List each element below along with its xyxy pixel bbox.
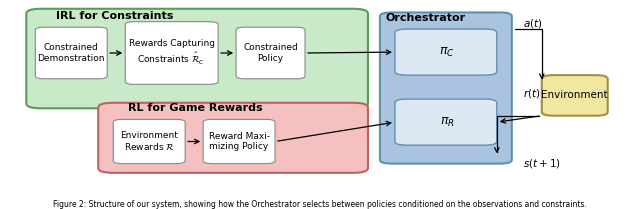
- Text: Constrained
Policy: Constrained Policy: [243, 43, 298, 63]
- Text: IRL for Constraints: IRL for Constraints: [56, 11, 173, 21]
- FancyBboxPatch shape: [203, 119, 275, 164]
- Text: $s(t+1)$: $s(t+1)$: [523, 157, 561, 170]
- FancyBboxPatch shape: [113, 119, 185, 164]
- FancyBboxPatch shape: [125, 22, 218, 84]
- Text: $a(t)$: $a(t)$: [523, 17, 542, 30]
- Text: RL for Game Rewards: RL for Game Rewards: [128, 103, 263, 113]
- FancyBboxPatch shape: [395, 99, 497, 145]
- FancyBboxPatch shape: [99, 103, 368, 173]
- Text: Environment
Rewards $\mathcal{R}$: Environment Rewards $\mathcal{R}$: [120, 131, 178, 152]
- FancyBboxPatch shape: [380, 13, 512, 164]
- Text: $\pi_R$: $\pi_R$: [440, 116, 454, 129]
- FancyBboxPatch shape: [395, 29, 497, 75]
- Text: $r(t)$: $r(t)$: [523, 87, 540, 100]
- Text: Rewards Capturing
Constraints $\hat{\mathcal{R}}_C$: Rewards Capturing Constraints $\hat{\mat…: [129, 39, 214, 67]
- FancyBboxPatch shape: [541, 75, 608, 116]
- Text: Orchestrator: Orchestrator: [386, 13, 466, 23]
- Text: Environment: Environment: [541, 90, 608, 100]
- Text: Figure 2: Structure of our system, showing how the Orchestrator selects between : Figure 2: Structure of our system, showi…: [53, 200, 587, 209]
- Text: $\pi_C$: $\pi_C$: [439, 46, 455, 59]
- Text: Constrained
Demonstration: Constrained Demonstration: [38, 43, 105, 63]
- FancyBboxPatch shape: [26, 9, 368, 108]
- FancyBboxPatch shape: [35, 27, 108, 79]
- Text: Reward Maxi-
mizing Policy: Reward Maxi- mizing Policy: [209, 132, 269, 151]
- FancyBboxPatch shape: [236, 27, 305, 79]
